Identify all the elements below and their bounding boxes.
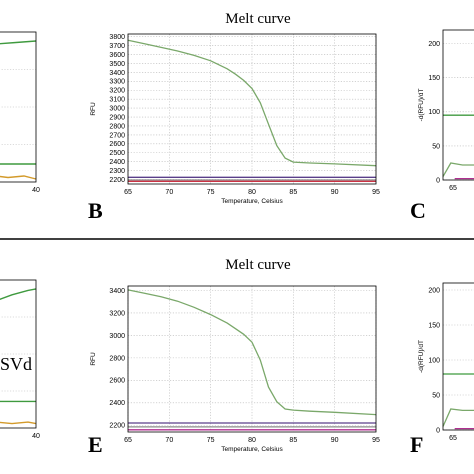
y-tick-label: 3800 <box>109 34 125 41</box>
x-tick-label: 65 <box>449 185 457 192</box>
y-tick-label: 3000 <box>109 106 125 113</box>
x-tick-label: 85 <box>289 189 297 196</box>
x-tick-label: 95 <box>372 437 380 444</box>
panel-label-e: E <box>88 432 103 457</box>
y-tick-label: 150 <box>428 75 440 82</box>
plot-frame <box>0 31 37 183</box>
y-tick-label: 2400 <box>109 400 125 407</box>
series-line <box>442 408 474 427</box>
y-tick-label: 3200 <box>109 310 125 317</box>
panel-label-c: C <box>410 198 426 223</box>
x-tick-label: 70 <box>165 437 173 444</box>
y-tick-label: 50 <box>432 143 440 150</box>
y-tick-label: 3000 <box>109 333 125 340</box>
panel-a: 40 <box>0 31 40 194</box>
series-line <box>127 289 377 416</box>
y-tick-label: 2600 <box>109 378 125 385</box>
x-tick-label: 40 <box>32 433 40 440</box>
y-tick-label: 200 <box>428 287 440 294</box>
series-line <box>127 39 377 167</box>
y-tick-label: 3600 <box>109 52 125 59</box>
x-tick-label: 80 <box>248 437 256 444</box>
y-tick-label: 2500 <box>109 150 125 157</box>
y-tick-label: 3300 <box>109 79 125 86</box>
panel-c: 0 50 100 150 200 65 -d(RFU)/dT <box>418 29 474 192</box>
y-tick-label: 200 <box>428 41 440 48</box>
chart-panels: 40 65 70 75 80 85 90 95 2200 2300 2400 2500 2600 2700… <box>0 29 474 453</box>
y-tick-label: 2200 <box>109 177 125 184</box>
series-line <box>0 175 37 180</box>
plot-frame <box>127 285 377 433</box>
y-tick-label: 2200 <box>109 423 125 430</box>
y-tick-label: 2300 <box>109 168 125 175</box>
series-line <box>0 40 37 45</box>
y-tick-label: 3500 <box>109 61 125 68</box>
y-tick-label: 2900 <box>109 114 125 121</box>
x-tick-label: 40 <box>32 187 40 194</box>
series-line <box>0 288 37 300</box>
y-tick-label: 2800 <box>109 123 125 130</box>
x-tick-label: 90 <box>331 437 339 444</box>
y-axis-label: RFU <box>90 102 97 116</box>
series-line <box>442 162 474 177</box>
x-tick-label: 90 <box>331 189 339 196</box>
y-tick-label: 150 <box>428 322 440 329</box>
panel-label-f: F <box>410 432 423 457</box>
y-tick-label: 3400 <box>109 288 125 295</box>
y-tick-label: 2700 <box>109 132 125 139</box>
y-tick-label: 100 <box>428 357 440 364</box>
x-axis-label: Temperature, Celsius <box>221 198 283 205</box>
plot-frame <box>0 279 37 429</box>
x-tick-label: 65 <box>449 435 457 442</box>
x-axis-label: Temperature, Celsius <box>221 446 283 453</box>
y-tick-label: 3700 <box>109 43 125 50</box>
panel-label-b: B <box>88 198 103 223</box>
plot-frame <box>442 29 474 181</box>
y-tick-label: 2400 <box>109 159 125 166</box>
series-line <box>0 421 37 425</box>
x-tick-label: 95 <box>372 189 380 196</box>
x-tick-label: 65 <box>124 437 132 444</box>
x-tick-label: 85 <box>289 437 297 444</box>
y-tick-label: 2600 <box>109 141 125 148</box>
plot-frame <box>442 282 474 431</box>
plot-frame <box>127 33 377 185</box>
y-tick-label: 0 <box>436 427 440 434</box>
y-tick-label: 3100 <box>109 97 125 104</box>
panel-e: 65 70 75 80 85 90 95 2200 2400 2600 2800 3000 3200 34… <box>90 285 380 453</box>
x-tick-label: 65 <box>124 189 132 196</box>
panel-b: 65 70 75 80 85 90 95 2200 2300 2400 2500 2600 2700 28… <box>90 33 380 205</box>
x-tick-label: 80 <box>248 189 256 196</box>
y-tick-label: 3400 <box>109 70 125 77</box>
y-tick-label: 0 <box>436 177 440 184</box>
panel-d: 40 <box>0 279 40 440</box>
x-tick-label: 75 <box>207 189 215 196</box>
y-tick-label: 3200 <box>109 88 125 95</box>
y-tick-label: 2800 <box>109 355 125 362</box>
y-tick-label: 50 <box>432 392 440 399</box>
svd-label: SVd <box>0 354 32 374</box>
y-axis-label: -d(RFU)/dT <box>418 340 425 373</box>
y-tick-label: 100 <box>428 109 440 116</box>
y-axis-label: RFU <box>90 352 97 366</box>
top-title: Melt curve <box>225 11 291 27</box>
y-axis-label: -d(RFU)/dT <box>418 89 425 122</box>
panel-f: 0 50 100 150 200 65 -d(RFU)/dT <box>418 282 474 442</box>
bottom-title: Melt curve <box>225 257 291 273</box>
x-tick-label: 70 <box>165 189 173 196</box>
x-tick-label: 75 <box>207 437 215 444</box>
